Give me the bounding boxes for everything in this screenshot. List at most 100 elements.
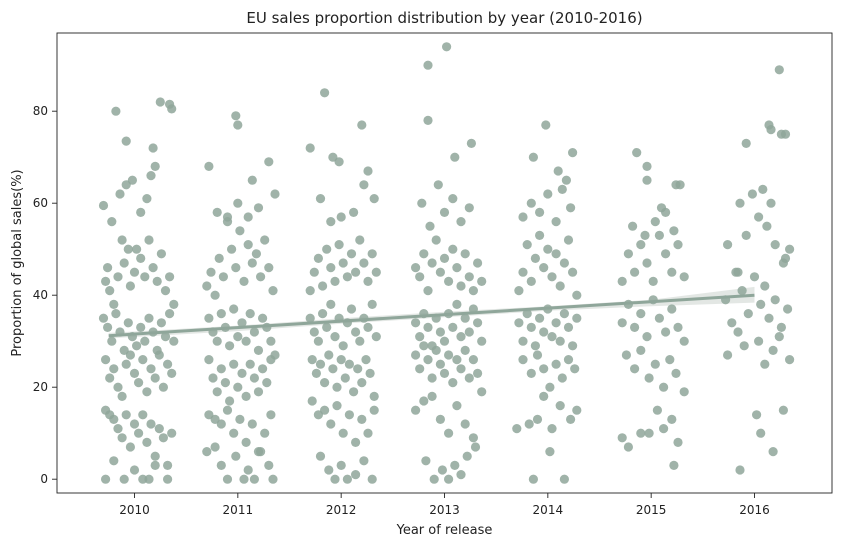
data-point-2013	[444, 276, 454, 286]
data-point-2010	[136, 207, 146, 217]
data-point-2015	[630, 322, 640, 332]
data-point-2016	[737, 286, 747, 296]
data-point-2013	[411, 405, 421, 415]
data-point-2012	[371, 267, 381, 277]
data-point-2010	[101, 474, 111, 484]
data-point-2016	[768, 447, 778, 457]
data-point-2012	[313, 253, 323, 263]
data-point-2015	[640, 230, 650, 240]
data-point-2010	[146, 364, 156, 374]
data-point-2016	[735, 465, 745, 475]
y-tick-label-40: 40	[33, 288, 48, 302]
y-axis-label: Proportion of global sales(%)	[10, 169, 25, 356]
data-point-2013	[452, 299, 462, 309]
data-point-2011	[233, 120, 243, 130]
data-point-2014	[518, 355, 528, 365]
data-point-2015	[654, 313, 665, 323]
data-point-2011	[222, 212, 233, 222]
data-point-2015	[636, 428, 646, 438]
data-point-2013	[464, 373, 474, 383]
data-point-2010	[132, 244, 142, 254]
data-point-2010	[146, 171, 156, 181]
data-point-2011	[249, 474, 259, 484]
data-point-2013	[464, 272, 474, 282]
data-point-2011	[243, 240, 253, 250]
data-point-2011	[212, 387, 222, 397]
data-point-2010	[127, 175, 137, 185]
data-point-2012	[351, 437, 361, 447]
data-point-2013	[466, 138, 476, 148]
data-point-2011	[264, 157, 274, 167]
data-point-2014	[572, 405, 582, 415]
data-point-2012	[318, 309, 328, 319]
data-point-2015	[642, 175, 652, 185]
data-point-2013	[435, 359, 445, 369]
data-point-2015	[650, 359, 660, 369]
data-point-2010	[160, 332, 171, 342]
data-point-2015	[621, 350, 632, 360]
data-point-2016	[727, 318, 737, 328]
data-point-2013	[439, 207, 450, 217]
data-point-2010	[169, 336, 179, 346]
data-point-2012	[305, 286, 315, 296]
data-point-2013	[423, 60, 433, 70]
data-point-2010	[160, 286, 171, 296]
data-point-2013	[460, 345, 470, 355]
data-point-2013	[452, 355, 462, 365]
data-point-2012	[307, 396, 317, 406]
data-point-2014	[547, 424, 557, 434]
x-tick-label-2013: 2013	[429, 503, 460, 517]
data-point-2013	[456, 364, 466, 374]
data-point-2012	[336, 212, 346, 222]
data-point-2011	[233, 332, 243, 342]
data-point-2014	[572, 313, 582, 323]
data-point-2013	[423, 286, 433, 296]
data-point-2011	[222, 405, 233, 415]
data-point-2011	[202, 281, 212, 291]
data-point-2015	[673, 322, 683, 332]
data-point-2015	[648, 276, 658, 286]
data-point-2010	[169, 299, 179, 309]
data-point-2016	[778, 405, 789, 415]
data-point-2014	[532, 350, 543, 360]
data-point-2016	[764, 313, 774, 323]
data-point-2015	[671, 368, 681, 378]
data-point-2012	[367, 474, 377, 484]
data-point-2012	[369, 194, 379, 204]
data-point-2014	[572, 290, 582, 300]
data-point-2014	[530, 253, 541, 263]
data-point-2010	[146, 419, 156, 429]
data-point-2011	[202, 447, 212, 457]
data-point-2013	[431, 235, 441, 245]
data-point-2013	[448, 322, 458, 332]
data-point-2010	[156, 249, 166, 259]
data-point-2016	[780, 253, 791, 263]
data-point-2011	[225, 341, 235, 351]
data-point-2014	[524, 419, 534, 429]
data-point-2012	[355, 336, 365, 346]
data-point-2013	[468, 355, 478, 365]
data-point-2016	[776, 322, 787, 332]
data-point-2014	[526, 276, 536, 286]
data-point-2010	[152, 276, 162, 286]
data-point-2014	[566, 203, 576, 213]
data-point-2011	[253, 203, 264, 213]
data-point-2012	[338, 428, 348, 438]
data-point-2011	[206, 267, 216, 277]
data-point-2012	[338, 341, 348, 351]
data-point-2015	[650, 217, 660, 227]
data-point-2015	[642, 258, 652, 268]
data-point-2010	[107, 217, 117, 227]
data-point-2010	[121, 359, 131, 369]
data-point-2013	[456, 470, 466, 480]
data-point-2015	[661, 327, 671, 337]
data-point-2010	[142, 387, 152, 397]
data-point-2014	[539, 391, 549, 401]
data-point-2014	[568, 267, 578, 277]
data-point-2013	[439, 336, 450, 346]
data-point-2013	[429, 474, 439, 484]
data-point-2012	[320, 88, 330, 98]
data-point-2011	[247, 175, 257, 185]
data-point-2013	[444, 428, 454, 438]
data-point-2016	[780, 129, 791, 139]
